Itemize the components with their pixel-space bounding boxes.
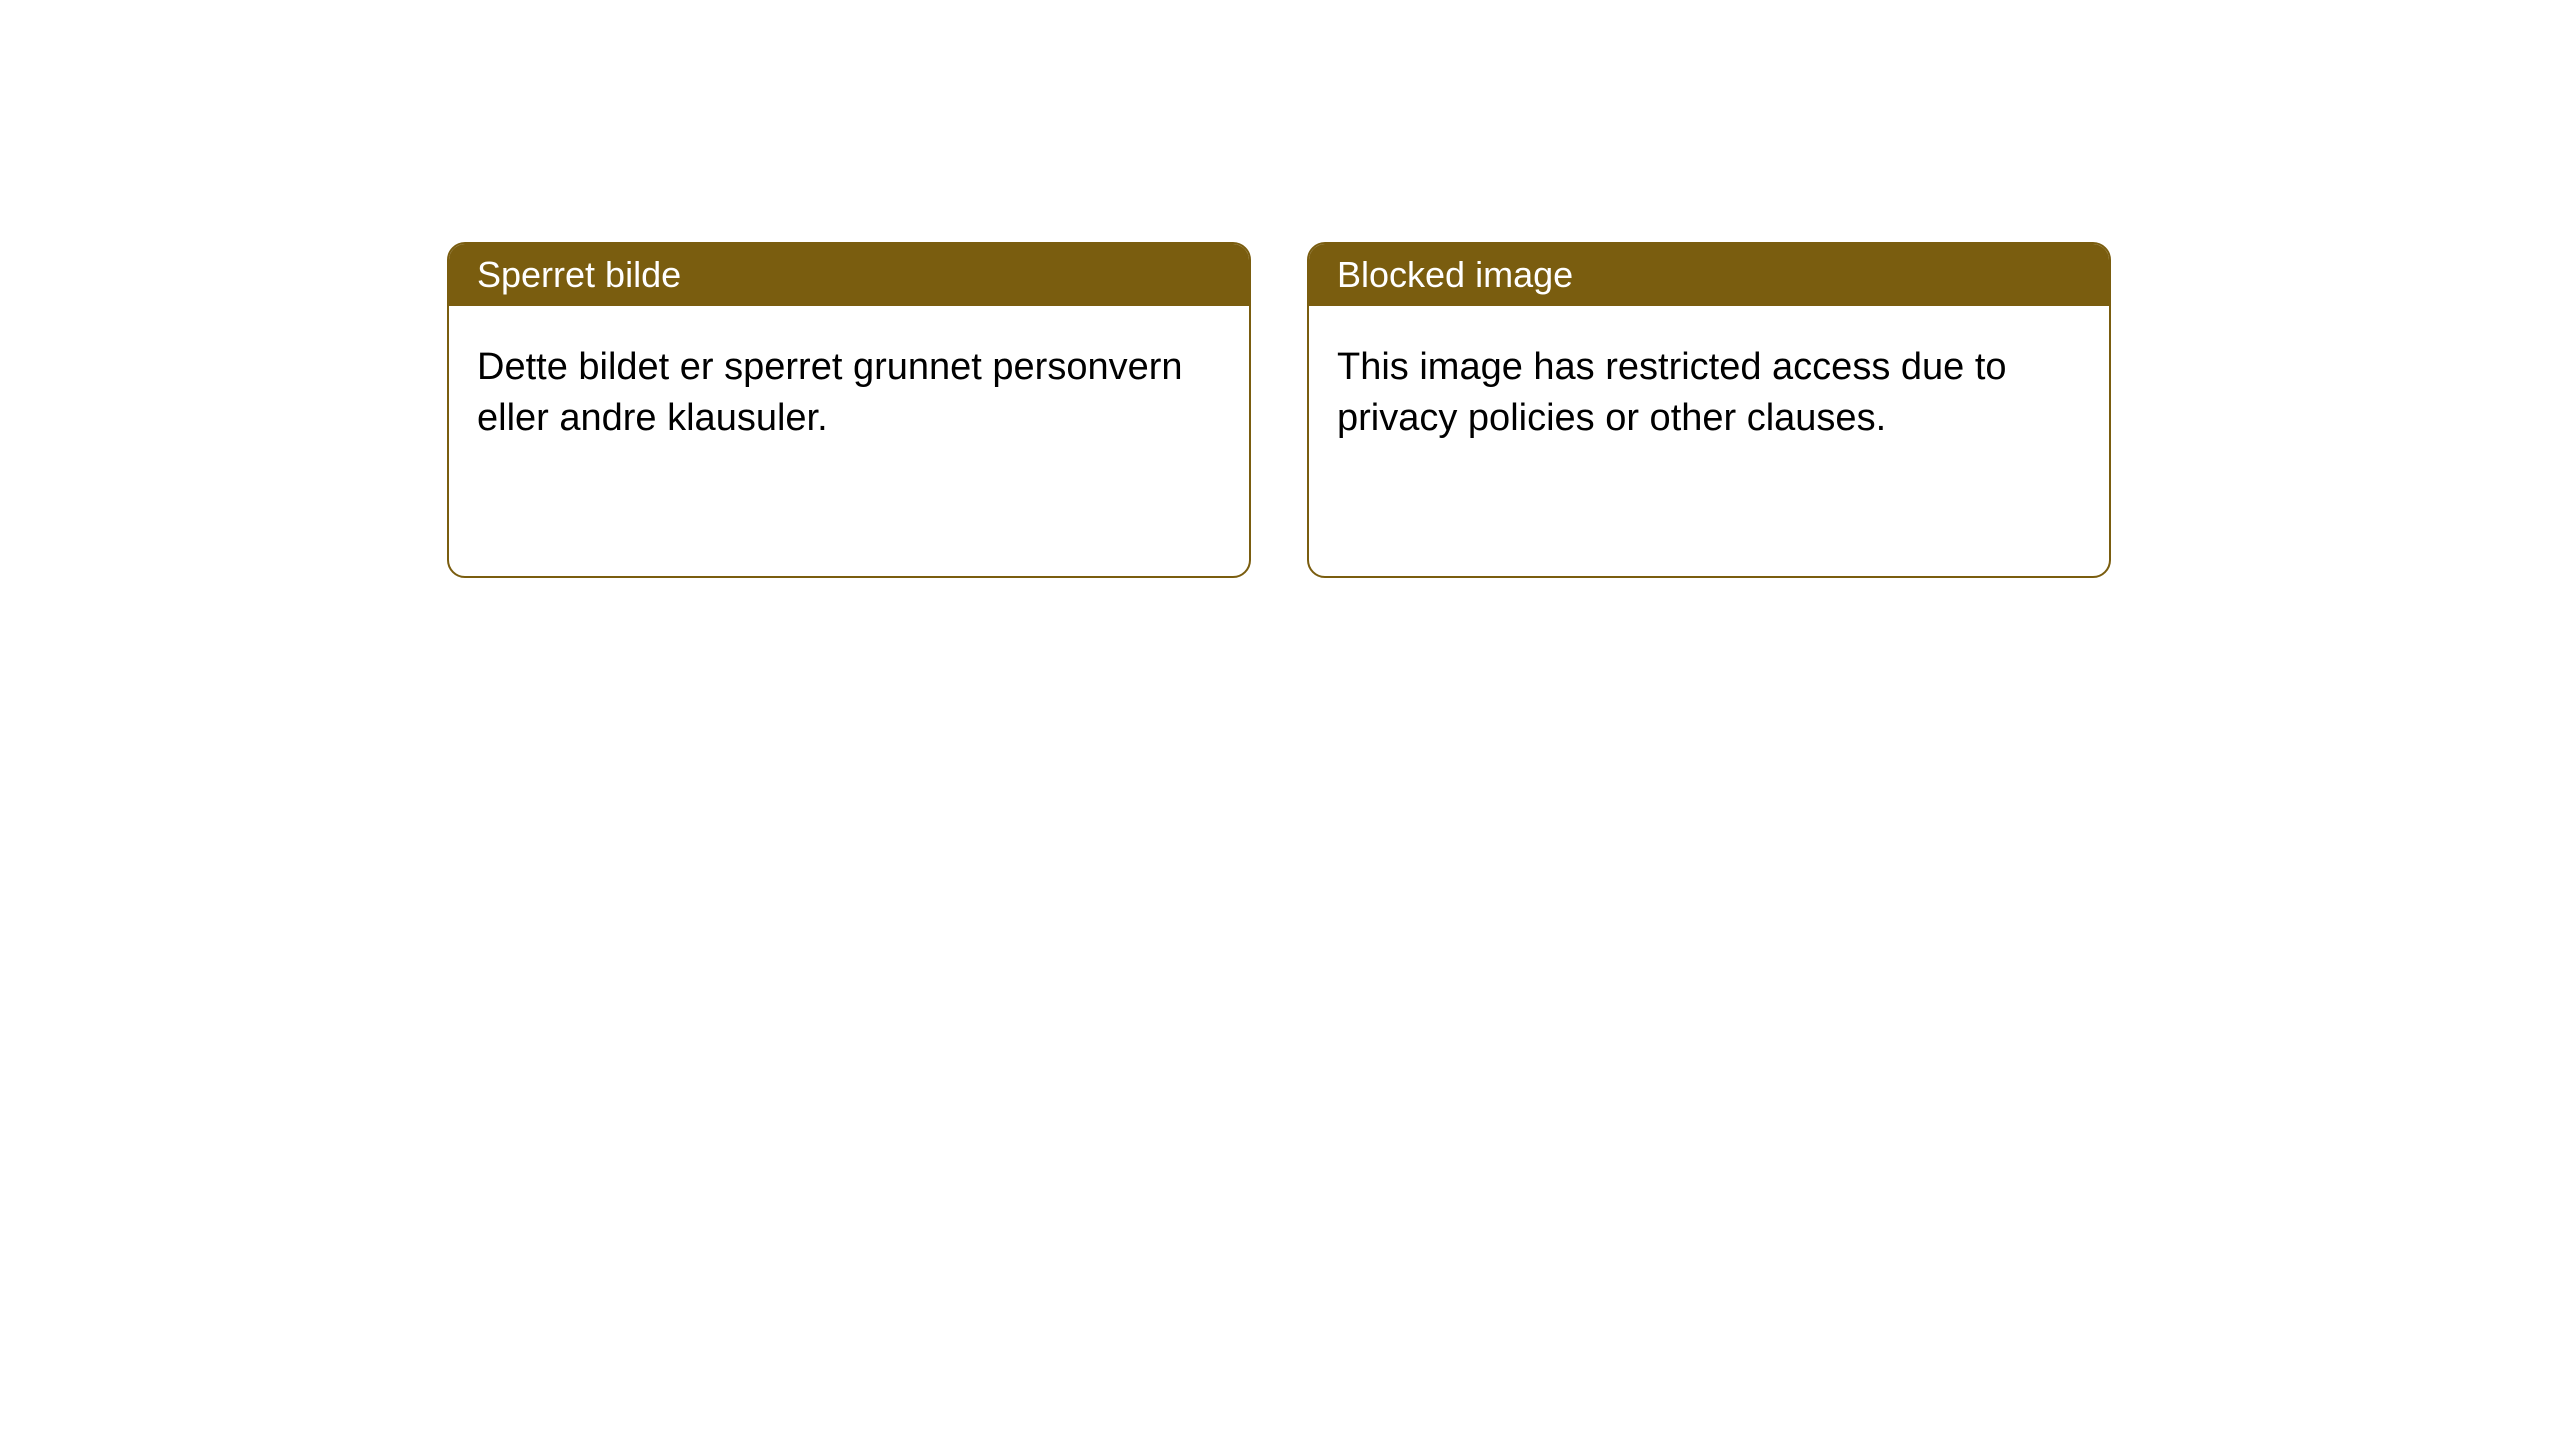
card-body: This image has restricted access due to … (1309, 306, 2109, 481)
card-header: Sperret bilde (449, 244, 1249, 306)
notice-card-norwegian: Sperret bilde Dette bildet er sperret gr… (447, 242, 1251, 578)
card-body: Dette bildet er sperret grunnet personve… (449, 306, 1249, 481)
notice-card-english: Blocked image This image has restricted … (1307, 242, 2111, 578)
card-header: Blocked image (1309, 244, 2109, 306)
card-body-text: This image has restricted access due to … (1337, 346, 2007, 439)
card-header-text: Sperret bilde (477, 254, 681, 295)
card-header-text: Blocked image (1337, 254, 1573, 295)
card-body-text: Dette bildet er sperret grunnet personve… (477, 346, 1183, 439)
notice-cards-container: Sperret bilde Dette bildet er sperret gr… (0, 0, 2560, 578)
